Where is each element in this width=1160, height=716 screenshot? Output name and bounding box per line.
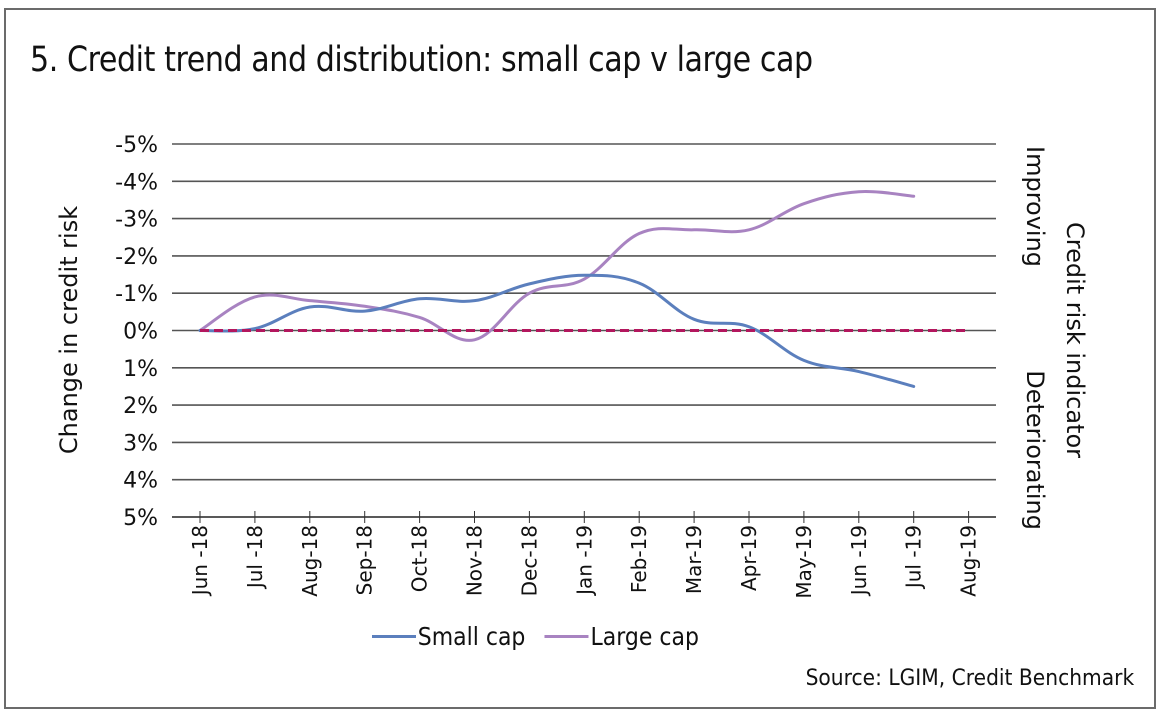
series-line-small-cap bbox=[198, 273, 916, 388]
source-note: Source: LGIM, Credit Benchmark bbox=[805, 666, 1134, 691]
x-tick-label: Nov-18 bbox=[463, 525, 487, 596]
y-tick-label: 0% bbox=[123, 320, 158, 345]
series bbox=[198, 190, 969, 388]
legend-label-small-cap: Small cap bbox=[417, 622, 526, 651]
y2-annotation-deteriorating: Deteriorating bbox=[1021, 370, 1049, 530]
legend-item-small-cap[interactable]: Small cap bbox=[372, 622, 525, 651]
x-tick-label: May-19 bbox=[792, 525, 816, 599]
y-tick-label: 4% bbox=[123, 469, 158, 494]
x-tick-label: Jun -19 bbox=[847, 525, 871, 597]
y-tick-label: -4% bbox=[115, 170, 158, 195]
x-tick-label: Aug-19 bbox=[957, 525, 981, 597]
x-tick-label: Jan -19 bbox=[572, 525, 596, 597]
y-tick-label: -3% bbox=[115, 208, 158, 233]
y-tick-label: -1% bbox=[115, 282, 158, 307]
y2-annotation-improving: Improving bbox=[1021, 146, 1049, 267]
legend-label-large-cap: Large cap bbox=[590, 622, 699, 651]
x-tick-label: Feb-19 bbox=[627, 525, 651, 593]
legend-swatch-large-cap bbox=[544, 635, 589, 638]
legend: Small cap Large cap bbox=[372, 622, 718, 651]
x-tick-label: Jul -18 bbox=[243, 525, 267, 590]
series-line-large-cap bbox=[198, 190, 916, 342]
chart-title: 5. Credit trend and distribution: small … bbox=[30, 40, 813, 80]
x-tick-label: Jun -18 bbox=[188, 525, 212, 597]
x-tick-label: Jul -19 bbox=[902, 525, 926, 590]
y-tick-label: 2% bbox=[123, 394, 158, 419]
x-tick-label: Dec-18 bbox=[517, 525, 541, 596]
y-tick-label: -5% bbox=[115, 133, 158, 158]
chart-frame bbox=[4, 8, 1156, 709]
y-tick-label: 1% bbox=[123, 357, 158, 382]
legend-swatch-small-cap bbox=[372, 635, 416, 638]
y-tick-label: 3% bbox=[123, 431, 158, 456]
x-tick-label: Mar-19 bbox=[682, 525, 706, 594]
y-axis-ticks: -5% -4% -3% -2% -1% 0% 1% 2% 3% 4% 5% bbox=[115, 133, 158, 531]
legend-item-large-cap[interactable]: Large cap bbox=[544, 622, 699, 651]
x-tick-label: Apr-19 bbox=[737, 525, 761, 591]
y-tick-label: -2% bbox=[115, 245, 158, 270]
y2-axis-label: Credit risk indicator bbox=[1061, 222, 1089, 458]
x-tick-label: Aug-18 bbox=[298, 525, 322, 597]
x-tick-label: Sep-18 bbox=[353, 525, 377, 595]
x-axis-ticks: Jun -18 Jul -18 Aug-18 Sep-18 Oct-18 Nov-18 De… bbox=[188, 511, 981, 599]
x-tick-label: Oct-18 bbox=[408, 525, 432, 592]
y-tick-label: 5% bbox=[123, 506, 158, 531]
y-axis-label: Change in credit risk bbox=[55, 206, 83, 454]
